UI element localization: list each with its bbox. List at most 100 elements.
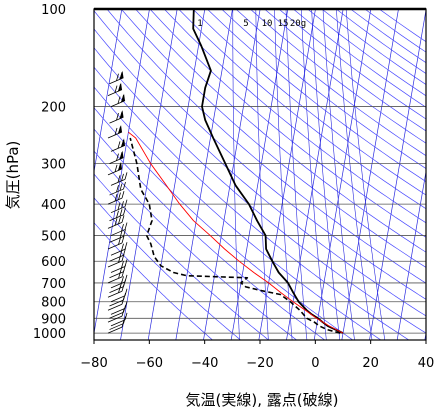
isotherm-line — [230, 9, 289, 340]
wind-barb — [110, 242, 128, 256]
wind-barb — [110, 138, 126, 152]
dry-adiabat-line — [206, 9, 426, 183]
isotherm-line — [341, 9, 399, 340]
temperature-line — [192, 9, 344, 334]
y-tick-label: 800 — [41, 296, 66, 311]
mixing-ratio-line — [311, 9, 341, 340]
dry-adiabat-line — [221, 9, 426, 169]
mixing-ratio-line — [300, 9, 327, 340]
wind-barb — [107, 191, 125, 205]
y-tick-label: 500 — [41, 230, 66, 245]
mixing-ratio-lines — [232, 9, 386, 340]
wind-barb — [107, 235, 125, 250]
wind-barb — [107, 161, 123, 176]
isotherm-line — [94, 9, 123, 174]
parcel-line — [128, 131, 344, 334]
y-tick-label: 700 — [41, 277, 66, 292]
dry-adiabat-line — [94, 107, 353, 340]
wind-barb — [110, 222, 128, 236]
dry-adiabat-line — [94, 47, 426, 334]
isotherm-line — [175, 9, 233, 340]
wind-barb — [110, 301, 128, 315]
mixing-ratio-label: 20g — [290, 19, 306, 29]
dry-adiabat-line — [235, 9, 426, 157]
wind-barb — [107, 284, 125, 298]
x-tick-label: −20 — [246, 356, 273, 371]
dry-adiabat-line — [94, 86, 382, 340]
dry-adiabat-line — [163, 9, 426, 224]
wind-barb — [110, 259, 128, 273]
isotherm-line — [396, 169, 426, 340]
isotherm-line — [147, 9, 206, 340]
y-tick-label: 100 — [41, 3, 66, 18]
wind-barb — [109, 110, 124, 124]
wind-barb — [110, 199, 128, 214]
wind-barb — [110, 274, 128, 289]
y-tick-label: 600 — [41, 255, 66, 270]
isotherm-line — [94, 9, 150, 336]
y-tick-label: 400 — [41, 198, 66, 213]
mixing-ratio-label: 5 — [243, 19, 248, 29]
y-tick-label: 200 — [41, 101, 66, 116]
mixing-ratio-line — [322, 9, 355, 340]
mixing-ratio-label: 10 — [262, 19, 273, 29]
dry-adiabat-line — [135, 9, 426, 253]
x-tick-label: 0 — [311, 356, 319, 371]
wind-barb — [109, 264, 126, 279]
wind-barb — [110, 312, 128, 327]
wind-barb — [109, 150, 124, 165]
dry-adiabat-line — [350, 9, 426, 64]
dry-adiabat-line — [94, 66, 410, 340]
dry-adiabat-line — [94, 173, 269, 340]
mixing-ratio-label: 1 — [197, 19, 202, 29]
dry-adiabat-line — [307, 9, 426, 97]
dry-adiabat-line — [192, 9, 426, 196]
x-tick-label: 40 — [418, 356, 435, 371]
isotherm-line — [369, 9, 426, 340]
wind-barb — [110, 288, 128, 303]
wind-barbs — [107, 70, 128, 334]
isotherm-line — [258, 9, 316, 340]
mixing-ratio-line — [255, 9, 269, 340]
dry-adiabat-line — [321, 9, 426, 85]
wind-barb — [109, 181, 126, 196]
isotherm-line — [203, 9, 261, 340]
y-tick-label: 300 — [41, 158, 66, 173]
mixing-ratio-labels: 1 5 10 15 20g — [197, 19, 306, 29]
x-tick-labels: −80 −60 −40 −20 0 20 40 — [80, 340, 434, 371]
dry-adiabat-line — [178, 9, 426, 210]
dry-adiabat-line — [149, 9, 426, 238]
dry-adiabat-line — [106, 9, 426, 284]
mixing-ratio-line — [336, 9, 373, 340]
y-axis-label: 気圧(hPa) — [4, 141, 22, 210]
x-tick-label: −80 — [80, 356, 107, 371]
dry-adiabat-line — [94, 128, 325, 340]
x-tick-label: −60 — [136, 356, 163, 371]
dry-adiabat-line — [94, 222, 213, 340]
profile-series — [128, 9, 344, 334]
mixing-ratio-line — [285, 9, 308, 340]
wind-barb — [110, 172, 128, 186]
y-tick-label: 900 — [41, 312, 66, 327]
wind-barb — [110, 93, 126, 107]
mixing-ratio-line — [274, 9, 293, 340]
dry-adiabat-line — [120, 9, 426, 268]
wind-barb — [107, 124, 123, 139]
wind-barb — [109, 207, 126, 222]
dry-adiabat-line — [249, 9, 426, 144]
wind-barb — [107, 215, 125, 229]
dry-adiabat-line — [94, 10, 426, 300]
wind-barb — [107, 82, 123, 96]
dewpoint-line — [129, 137, 341, 334]
wind-barb — [109, 229, 126, 243]
dry-adiabat-line — [94, 197, 241, 340]
x-axis-label: 気温(実線), 露点(破線) — [186, 391, 339, 409]
isotherm-line — [313, 9, 372, 340]
dry-adiabat-line — [94, 28, 426, 317]
wind-barb — [107, 269, 125, 284]
y-tick-label: 1000 — [33, 327, 66, 342]
x-tick-label: 20 — [362, 356, 379, 371]
x-tick-label: −40 — [191, 356, 218, 371]
